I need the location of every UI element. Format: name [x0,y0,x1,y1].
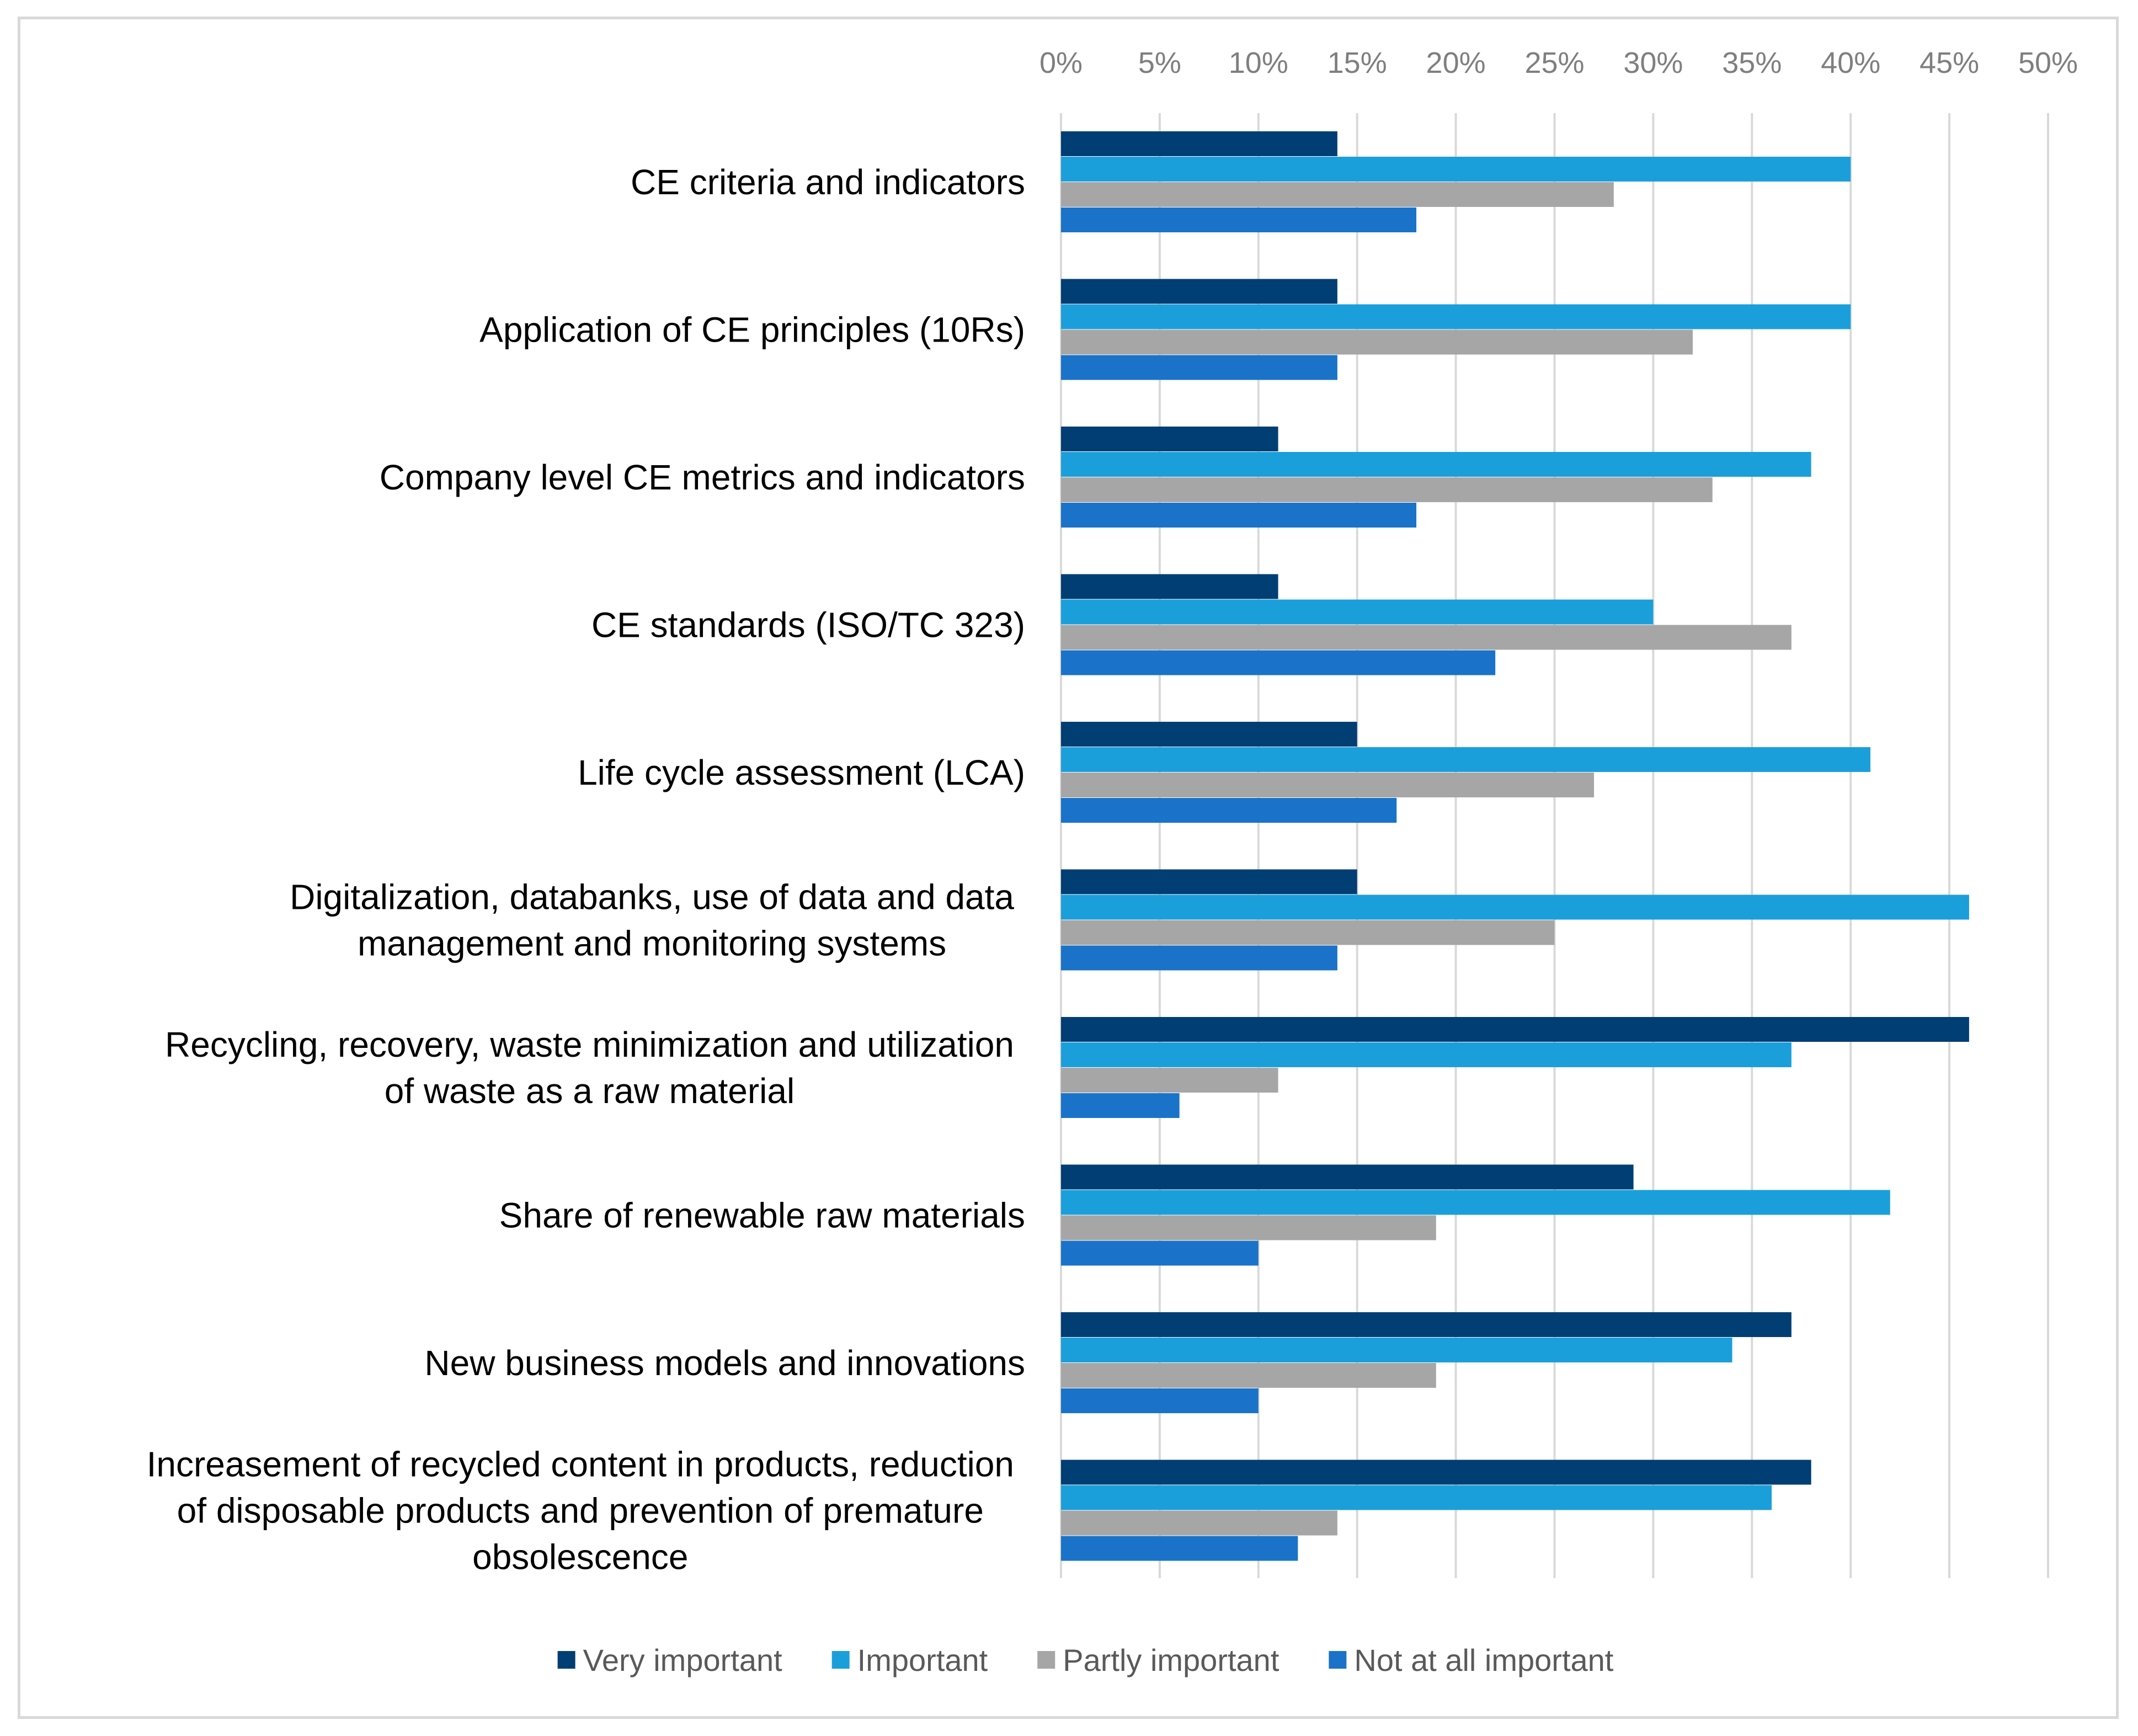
x-tick-label: 30% [1623,46,1683,79]
category-label: Life cycle assessment (LCA) [578,753,1025,792]
x-tick-label: 40% [1821,46,1880,79]
bar-partly-important [1061,1068,1278,1093]
bar-important [1061,747,1870,772]
legend-swatch [557,1651,575,1669]
bar-partly-important [1061,1510,1337,1536]
bar-not-at-all-important [1061,207,1417,232]
x-tick-label: 20% [1426,46,1486,79]
category-label: CE criteria and indicators [631,162,1025,202]
category-label: Application of CE principles (10Rs) [479,310,1025,350]
bar-not-at-all-important [1061,650,1496,675]
bar-important [1061,1485,1772,1510]
bar-not-at-all-important [1061,1536,1298,1561]
bar-important [1061,894,1969,920]
x-tick-label: 50% [2018,46,2078,79]
category-label: Recycling, recovery, waste minimization … [165,1025,1014,1111]
bar-important [1061,157,1851,182]
bar-very-important [1061,574,1278,599]
bar-partly-important [1061,920,1555,945]
legend-swatch [831,1651,850,1669]
bar-very-important [1061,869,1357,894]
x-axis-ticks: 0% 5% 10% 15% 20% 25% 30% 35% 40% 45% 50% [1039,46,2078,79]
category-label: Increasement of recycled content in prod… [147,1445,1014,1577]
bar-very-important [1061,279,1337,304]
bar-very-important [1061,427,1278,451]
x-tick-label: 25% [1524,46,1584,79]
bar-important [1061,452,1811,477]
bar-very-important [1061,722,1357,747]
legend-label: Not at all important [1354,1643,1613,1678]
bar-partly-important [1061,182,1614,207]
x-tick-label: 35% [1722,46,1782,79]
bar-not-at-all-important [1061,798,1397,823]
legend-label: Important [857,1643,988,1678]
bar-partly-important [1061,329,1693,355]
legend: Very important Important Partly important N… [557,1643,1614,1678]
bar-important [1061,1338,1732,1362]
bar-very-important [1061,1460,1811,1485]
bar-important [1061,1042,1792,1067]
bar-not-at-all-important [1061,1240,1259,1266]
category-label: Digitalization, databanks, use of data a… [290,877,1014,963]
category-label: CE standards (ISO/TC 323) [591,605,1025,645]
x-tick-label: 10% [1229,46,1288,79]
chart-frame [18,17,2119,1719]
bars [1061,131,1969,1561]
x-tick-label: 0% [1039,46,1083,79]
bar-not-at-all-important [1061,355,1337,380]
bar-very-important [1061,1312,1792,1337]
bar-partly-important [1061,625,1792,650]
bar-important [1061,304,1851,329]
bar-important [1061,1190,1890,1215]
category-label: Share of renewable raw materials [499,1196,1025,1236]
bar-partly-important [1061,477,1713,502]
category-labels: CE criteria and indicators Application of… [147,162,1025,1577]
bar-partly-important [1061,1363,1436,1388]
bar-not-at-all-important [1061,503,1417,528]
legend-swatch [1037,1651,1055,1669]
bar-very-important [1061,1017,1969,1042]
legend-swatch [1329,1651,1347,1669]
category-label: Company level CE metrics and indicators [380,457,1025,497]
category-label: New business models and innovations [424,1343,1025,1383]
bar-not-at-all-important [1061,1388,1259,1413]
legend-label: Very important [583,1643,782,1678]
bar-not-at-all-important [1061,945,1337,971]
x-tick-label: 15% [1327,46,1387,79]
bar-very-important [1061,131,1337,156]
bar-not-at-all-important [1061,1093,1180,1118]
bar-important [1061,599,1654,625]
bar-partly-important [1061,773,1595,797]
bar-partly-important [1061,1215,1436,1240]
x-tick-label: 45% [1920,46,1979,79]
bar-very-important [1061,1164,1634,1190]
legend-label: Partly important [1063,1643,1279,1678]
x-tick-label: 5% [1138,46,1181,79]
